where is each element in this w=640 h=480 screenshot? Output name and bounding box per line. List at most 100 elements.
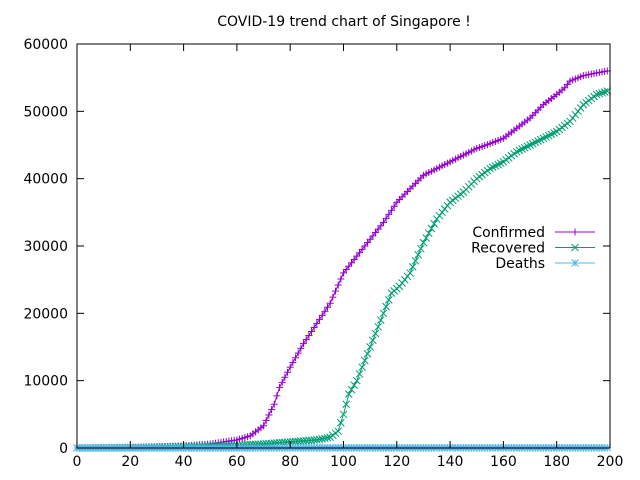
data-point-marker: [571, 259, 579, 267]
data-point-marker: [358, 363, 367, 372]
data-point-marker: [336, 418, 345, 427]
data-point-marker: [324, 303, 332, 311]
y-tick-label: 10000: [23, 374, 68, 390]
data-point-marker: [268, 406, 276, 414]
axis-layer: 0 20 40 60 80 100 120 140 160 180 200 0 10000 20000 30…: [23, 37, 623, 470]
data-point-marker: [571, 228, 579, 236]
data-point-marker: [416, 244, 425, 253]
x-tick-label: 20: [121, 454, 139, 470]
data-point-marker: [355, 370, 364, 378]
data-point-marker: [276, 383, 284, 391]
data-point-marker: [342, 400, 351, 409]
data-point-marker: [332, 287, 340, 295]
data-point-marker: [313, 319, 321, 327]
data-point-marker: [329, 293, 337, 301]
data-point-marker: [600, 88, 609, 96]
data-point-marker: [321, 307, 329, 315]
data-point-marker: [297, 344, 305, 352]
data-point-marker: [308, 328, 316, 336]
data-point-marker: [598, 88, 606, 97]
data-point-marker: [339, 410, 348, 419]
data-point-marker: [337, 275, 345, 283]
data-point-marker: [262, 416, 270, 424]
x-tick-label: 200: [597, 454, 624, 470]
data-point-marker: [289, 358, 297, 366]
y-tick-label: 30000: [23, 239, 68, 255]
data-point-marker: [368, 336, 377, 345]
y-tick-label: 50000: [23, 104, 68, 120]
data-point-marker: [323, 433, 332, 442]
data-point-marker: [352, 376, 361, 385]
y-tick-label: 20000: [23, 306, 68, 322]
data-point-marker: [334, 281, 342, 289]
data-point-marker: [384, 296, 393, 304]
data-point-marker: [347, 385, 356, 394]
legend-label: Deaths: [495, 256, 545, 272]
x-tick-label: 160: [490, 454, 517, 470]
data-point-marker: [284, 368, 292, 376]
data-point-marker: [376, 316, 385, 324]
data-point-marker: [302, 336, 310, 344]
x-tick-label: 80: [281, 454, 299, 470]
data-point-marker: [408, 263, 417, 271]
data-point-marker: [292, 354, 300, 362]
data-point-marker: [334, 427, 343, 436]
data-point-marker: [310, 323, 318, 331]
data-point-marker: [278, 378, 286, 386]
data-point-marker: [294, 349, 302, 357]
data-point-marker: [300, 340, 308, 348]
data-point-marker: [419, 238, 428, 247]
data-point-marker: [414, 250, 422, 259]
data-point-marker: [571, 243, 579, 252]
data-point-marker: [385, 210, 393, 218]
y-tick-label: 0: [59, 441, 68, 457]
data-point-marker: [281, 373, 289, 381]
data-point-marker: [406, 269, 414, 277]
legend-label: Confirmed: [472, 225, 545, 241]
x-tick-label: 140: [437, 454, 464, 470]
data-point-marker: [374, 322, 382, 331]
chart-title: COVID-19 trend chart of Singapore !: [217, 14, 471, 30]
y-tick-label: 60000: [23, 37, 68, 53]
legend-label: Recovered: [471, 241, 545, 257]
data-point-marker: [427, 224, 436, 233]
data-point-marker: [360, 356, 369, 365]
legend-item: Deaths: [495, 256, 595, 272]
data-point-marker: [273, 392, 281, 400]
data-point-marker: [382, 214, 390, 222]
data-point-marker: [387, 206, 395, 214]
data-point-marker: [595, 89, 604, 98]
data-point-marker: [411, 256, 420, 265]
data-point-marker: [265, 411, 273, 419]
x-tick-label: 0: [73, 454, 82, 470]
data-point-marker: [305, 332, 313, 340]
data-point-marker: [363, 349, 372, 358]
data-point-marker: [379, 309, 388, 318]
x-tick-label: 180: [543, 454, 570, 470]
data-point-marker: [422, 234, 430, 242]
data-point-marker: [270, 400, 278, 408]
data-point-marker: [326, 299, 334, 307]
data-point-marker: [260, 422, 268, 430]
data-point-marker: [592, 90, 601, 99]
x-tick-label: 100: [330, 454, 357, 470]
data-point-marker: [424, 229, 433, 238]
x-tick-label: 120: [383, 454, 410, 470]
data-point-marker: [366, 343, 375, 351]
data-point-marker: [382, 302, 390, 311]
data-point-marker: [316, 315, 324, 323]
legend-item: Recovered: [471, 241, 595, 257]
x-tick-label: 40: [175, 454, 193, 470]
legend-item: Confirmed: [472, 225, 595, 241]
x-tick-label: 60: [228, 454, 246, 470]
data-point-marker: [318, 311, 326, 319]
data-point-marker: [350, 381, 359, 390]
data-point-marker: [286, 363, 294, 371]
data-point-marker: [390, 202, 398, 210]
data-point-marker: [344, 390, 353, 398]
y-tick-label: 40000: [23, 172, 68, 188]
data-point-marker: [371, 329, 380, 338]
data-point-marker: [379, 218, 387, 226]
